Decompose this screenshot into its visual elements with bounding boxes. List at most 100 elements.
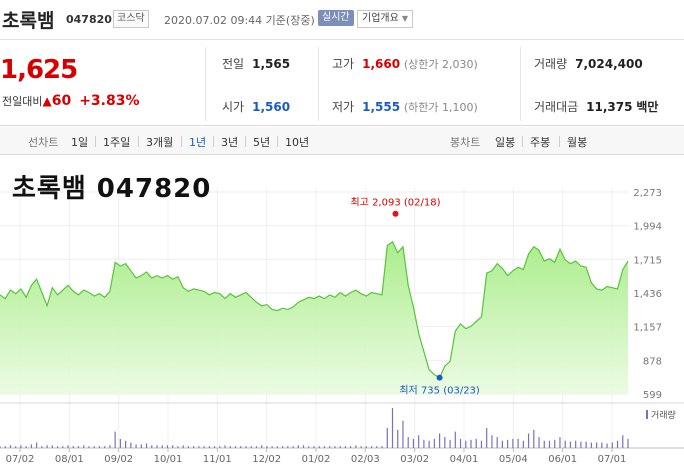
volume-bar [365, 446, 367, 448]
volume-bar [465, 440, 467, 448]
volume-value: 7,024,400 [575, 57, 643, 71]
amount-value: 11,375 [586, 100, 633, 114]
volume-bar [470, 439, 472, 448]
stock-code: 047820 [66, 13, 112, 26]
x-tick-label: 06/01 [548, 454, 577, 465]
volume-bar [229, 446, 231, 448]
quote-panel: 1,625 전일대비▲60 +3.83% 전일 1,565 고가 1,660 (상한가… [0, 41, 684, 126]
period-3y[interactable]: 3년 [221, 136, 239, 149]
volume-bar [491, 435, 493, 448]
period-1d[interactable]: 1일 [71, 136, 89, 149]
volume-bar [501, 440, 503, 448]
volume-bar [125, 440, 127, 448]
upper-limit: (상한가 2,030) [403, 58, 478, 71]
divider [520, 47, 521, 121]
volume-bar [444, 437, 446, 448]
prev-close-label: 전일 [222, 57, 245, 71]
volume-bar [533, 429, 535, 448]
price-chart: 2,273 1,994 1,715 1,436 1,157 878 599 07/02 08/0… [0, 156, 684, 474]
period-1y[interactable]: 1년 [189, 136, 207, 149]
volume-bar [72, 446, 74, 448]
volume-bar [203, 446, 205, 448]
volume-bar [88, 446, 90, 448]
x-tick-label: 01/02 [302, 454, 331, 465]
change-value: 60 [51, 93, 72, 109]
volume-bar [522, 440, 524, 448]
volume-bar [601, 442, 603, 448]
volume-bar [381, 446, 383, 448]
open-price: 시가 1,560 [222, 98, 290, 115]
price-chart-svg: 2,273 1,994 1,715 1,436 1,157 878 599 07/02 08/0… [0, 188, 684, 465]
volume-bar [543, 440, 545, 448]
x-tick-label: 11/01 [203, 454, 232, 465]
volume-bar [67, 445, 69, 448]
y-tick-label: 1,436 [633, 289, 662, 300]
volume-bar [344, 446, 346, 448]
volume-bar [360, 446, 362, 448]
amount-label: 거래대금 [534, 100, 579, 114]
period-1w[interactable]: 1주일 [103, 136, 131, 149]
volume-bar [224, 445, 226, 448]
volume-bar [355, 445, 357, 448]
volume-bar [329, 446, 331, 448]
volume-bar [166, 445, 169, 448]
volume-bar [145, 443, 148, 448]
period-3m[interactable]: 3개월 [146, 136, 174, 149]
volume-bar [297, 445, 299, 448]
volume-bar [46, 445, 48, 448]
divider [245, 136, 246, 147]
volume-bar [486, 428, 488, 448]
volume-bar [407, 437, 409, 448]
divider [213, 136, 214, 147]
divider [181, 136, 182, 147]
volume-bar [140, 444, 142, 448]
candle-daily[interactable]: 일봉 [495, 136, 516, 149]
candle-monthly[interactable]: 월봉 [567, 136, 588, 149]
realtime-button[interactable]: 실시간 [318, 10, 354, 26]
volume-bar [507, 439, 509, 448]
volume-bar [36, 442, 38, 448]
high-label: 고가 [332, 57, 355, 71]
y-tick-label: 1,994 [633, 222, 662, 233]
up-triangle-icon: ▲ [42, 94, 52, 108]
chevron-down-icon: ▼ [401, 14, 408, 23]
volume-bar [627, 438, 629, 448]
volume-bar [606, 443, 608, 448]
volume-bar [370, 446, 373, 448]
high-annotation: 최고 2,093 (02/18) [350, 197, 440, 209]
volume-bar [527, 433, 530, 448]
low-label: 저가 [332, 100, 355, 114]
volume-bar [30, 444, 32, 448]
divider [205, 47, 206, 121]
volume-legend-label: 거래량 [651, 409, 676, 421]
volume-bar [350, 446, 352, 448]
volume-bar [433, 438, 435, 448]
market-badge: 코스닥 [113, 10, 149, 28]
volume-bar [517, 438, 519, 448]
candle-weekly[interactable]: 주봉 [530, 136, 551, 149]
volume-bar [428, 440, 430, 448]
volume-bar [130, 442, 132, 448]
divider [559, 136, 560, 147]
high-marker [392, 210, 399, 217]
volume-bar [114, 431, 116, 448]
x-tick-label: 05/04 [499, 454, 528, 465]
prev-close: 전일 1,565 [222, 55, 290, 72]
company-info-dropdown[interactable]: 기업개요 ▼ [357, 10, 413, 28]
volume-bar [622, 435, 624, 448]
volume-bar [250, 446, 252, 448]
volume-bar [575, 440, 577, 448]
volume-bar [590, 442, 592, 448]
period-10y[interactable]: 10년 [285, 136, 310, 149]
y-tick-label: 2,273 [633, 188, 662, 199]
volume-label: 거래량 [534, 57, 568, 71]
divider [318, 47, 319, 121]
period-5y[interactable]: 5년 [253, 136, 271, 149]
y-tick-label: 1,715 [633, 255, 662, 266]
volume-bar [569, 441, 572, 448]
volume-bar [386, 428, 388, 448]
x-tick-label: 07/02 [6, 454, 35, 465]
volume-bar [423, 439, 425, 448]
volume-bar [182, 445, 184, 448]
volume-bar [9, 445, 12, 448]
